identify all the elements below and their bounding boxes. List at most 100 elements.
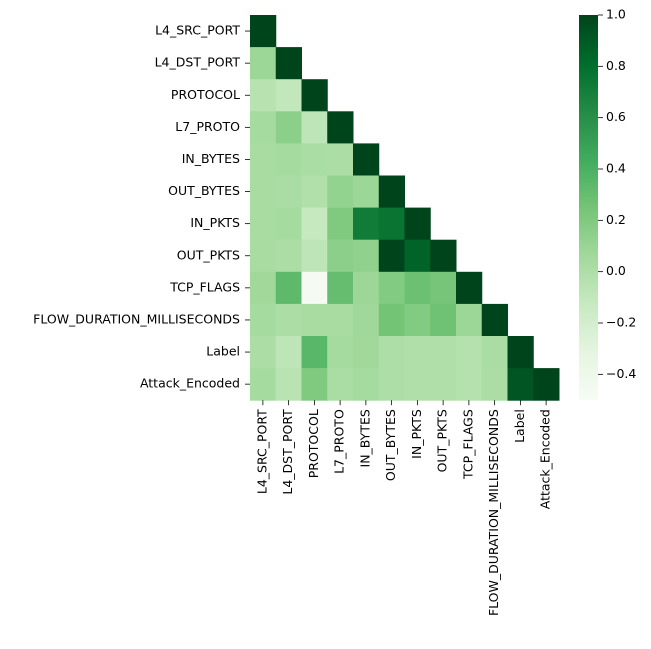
heatmap-cell — [456, 303, 483, 337]
y-tick-label: FLOW_DURATION_MILLISECONDS — [33, 311, 240, 326]
heatmap-cell — [301, 175, 328, 209]
colorbar-tick-label: −0.2 — [606, 315, 636, 330]
colorbar-tick-label: 1.0 — [606, 7, 626, 22]
heatmap-cell — [404, 368, 431, 401]
heatmap-cell — [250, 239, 277, 273]
y-tick-label: Label — [206, 344, 240, 359]
heatmap-cell — [250, 143, 277, 176]
y-tick-label: L7_PROTO — [175, 119, 240, 134]
heatmap-cell — [301, 303, 328, 337]
heatmap-cell — [327, 239, 354, 273]
heatmap-cell — [404, 303, 431, 337]
heatmap-cell — [378, 271, 405, 305]
heatmap-cell — [353, 303, 380, 337]
heatmap-cell — [353, 336, 380, 369]
heatmap-cell — [430, 368, 457, 401]
heatmap-cell — [456, 271, 483, 305]
x-tick-label: L4_SRC_PORT — [254, 409, 269, 494]
heatmap-cell — [275, 47, 302, 80]
x-tick-label: PROTOCOL — [306, 409, 321, 478]
heatmap-cell — [301, 336, 328, 369]
y-tick-label: PROTOCOL — [171, 87, 240, 102]
heatmap-cell — [301, 368, 328, 401]
heatmap-cell — [481, 336, 508, 369]
colorbar-tick-label: 0.4 — [606, 161, 626, 176]
heatmap-cell — [275, 368, 302, 401]
heatmap-cell — [250, 207, 277, 241]
heatmap-cell — [250, 368, 277, 401]
heatmap-cell — [301, 271, 328, 305]
x-tick-label: OUT_BYTES — [383, 409, 398, 481]
y-tick-labels: L4_SRC_PORT L4_DST_PORT PROTOCOL L7_PROTO IN… — [33, 23, 250, 391]
heatmap-cell — [430, 303, 457, 337]
heatmap-cell — [301, 143, 328, 176]
heatmap-cell — [275, 336, 302, 369]
colorbar-tick-label: 0.2 — [606, 212, 626, 227]
y-tick-label: L4_SRC_PORT — [155, 23, 240, 38]
heatmap-cell — [353, 175, 380, 209]
heatmap-cell — [250, 15, 277, 48]
y-tick-label: OUT_BYTES — [168, 183, 240, 198]
x-tick-label: L7_PROTO — [332, 409, 347, 474]
heatmap-cell — [353, 239, 380, 273]
x-tick-label: L4_DST_PORT — [280, 409, 295, 495]
heatmap-cell — [353, 368, 380, 401]
heatmap-cell — [378, 207, 405, 241]
heatmap-cell — [404, 271, 431, 305]
colorbar — [579, 15, 598, 400]
heatmap-cell — [275, 111, 302, 144]
heatmap-cell — [275, 175, 302, 209]
x-tick-label: IN_PKTS — [409, 409, 424, 459]
heatmap-cell — [481, 303, 508, 337]
heatmap-cell — [250, 47, 277, 80]
heatmap-cell — [456, 368, 483, 401]
heatmap-cell — [275, 239, 302, 273]
heatmap-cell — [481, 368, 508, 401]
heatmap-cell — [250, 303, 277, 337]
heatmap-cell — [250, 79, 277, 112]
heatmap-cell — [353, 207, 380, 241]
heatmap-cell — [250, 271, 277, 305]
heatmap-cell — [327, 143, 354, 176]
heatmap-cell — [507, 368, 534, 401]
heatmap-cell — [327, 303, 354, 337]
heatmap-cell — [301, 111, 328, 144]
x-tick-label: FLOW_DURATION_MILLISECONDS — [486, 409, 501, 616]
heatmap-cell — [404, 207, 431, 241]
heatmap-cell — [275, 143, 302, 176]
heatmap-cell — [378, 175, 405, 209]
heatmap-cell — [250, 175, 277, 209]
heatmap-cell — [404, 336, 431, 369]
heatmap-cell — [327, 207, 354, 241]
heatmap-cell — [353, 143, 380, 176]
heatmap-cell — [301, 79, 328, 112]
heatmap-cell — [456, 336, 483, 369]
heatmap-cell — [327, 111, 354, 144]
heatmap-cell — [378, 303, 405, 337]
heatmap-cell — [378, 368, 405, 401]
heatmap-cell — [301, 239, 328, 273]
heatmap-cell — [507, 336, 534, 369]
y-tick-label: IN_BYTES — [182, 151, 240, 166]
heatmap-cell — [533, 368, 560, 401]
heatmap-cell — [378, 336, 405, 369]
heatmap-cell — [430, 239, 457, 273]
colorbar-tick-label: 0.8 — [606, 58, 626, 73]
y-tick-label: IN_PKTS — [190, 215, 240, 230]
colorbar-tick-label: 0.0 — [606, 263, 626, 278]
colorbar-tick-label: −0.4 — [606, 366, 636, 381]
heatmap-cell — [327, 336, 354, 369]
x-tick-label: IN_BYTES — [357, 409, 372, 467]
y-tick-label: TCP_FLAGS — [169, 279, 240, 294]
y-tick-label: Attack_Encoded — [140, 376, 240, 391]
heatmap-cell — [327, 368, 354, 401]
heatmap-cell — [430, 336, 457, 369]
heatmap-cell — [327, 271, 354, 305]
heatmap-cell — [430, 271, 457, 305]
heatmap-cell — [378, 239, 405, 273]
heatmap-cell — [353, 271, 380, 305]
heatmap-cell — [275, 271, 302, 305]
heatmap-cell — [275, 79, 302, 112]
heatmap-cell — [250, 336, 277, 369]
